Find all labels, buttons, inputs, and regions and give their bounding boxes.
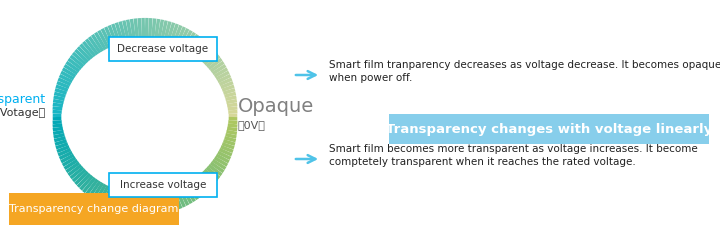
Text: Smart film becomes more transparent as voltage increases. It become: Smart film becomes more transparent as v… — [329, 144, 698, 154]
FancyBboxPatch shape — [389, 114, 709, 144]
Text: Smart film tranparency decreases as voltage decrease. It becomes opaque: Smart film tranparency decreases as volt… — [329, 60, 720, 70]
Text: Opaque: Opaque — [238, 98, 314, 117]
FancyBboxPatch shape — [9, 193, 179, 225]
Text: Increase voltage: Increase voltage — [120, 180, 206, 190]
Text: Transparency changes with voltage linearly: Transparency changes with voltage linear… — [386, 123, 712, 135]
Text: when power off.: when power off. — [329, 73, 413, 83]
Text: Transparent: Transparent — [0, 92, 45, 106]
Text: Transparency change diagram: Transparency change diagram — [9, 204, 179, 214]
Text: comptetely transparent when it reaches the rated voltage.: comptetely transparent when it reaches t… — [329, 157, 636, 167]
Text: （0V）: （0V） — [238, 120, 266, 130]
Text: Decrease voltage: Decrease voltage — [117, 44, 209, 54]
Text: （Rated Votage）: （Rated Votage） — [0, 108, 45, 118]
FancyBboxPatch shape — [109, 37, 217, 61]
FancyBboxPatch shape — [109, 173, 217, 197]
